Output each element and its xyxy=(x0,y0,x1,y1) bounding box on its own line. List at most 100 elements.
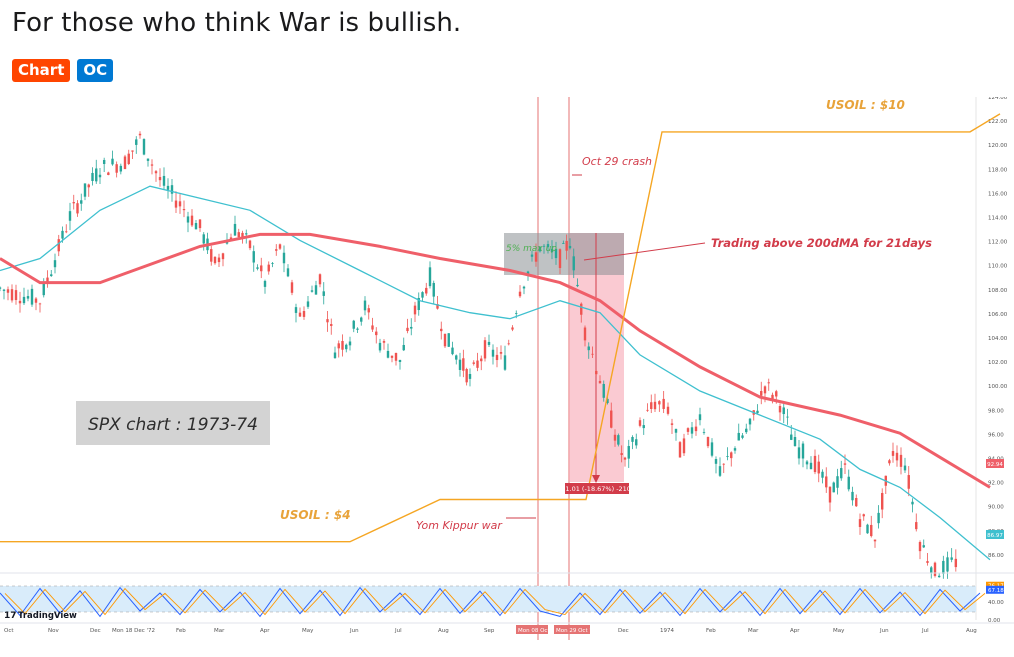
x-tick-label: Oct xyxy=(4,628,14,634)
candle-body xyxy=(710,442,714,456)
candle-body xyxy=(801,443,805,459)
osc-tick-label: 0.00 xyxy=(988,618,1001,624)
candle-body xyxy=(694,426,698,432)
candle-body xyxy=(178,201,182,207)
candle-body xyxy=(631,436,634,442)
x-tick-label: Mon 18 Dec '72 xyxy=(112,628,155,634)
candle-body xyxy=(233,223,237,236)
candle-body xyxy=(650,402,653,410)
x-tick-highlight xyxy=(554,625,590,634)
candle-body xyxy=(306,301,310,307)
candle-body xyxy=(10,289,14,301)
candle-body xyxy=(30,288,34,305)
x-tick-label: Jun xyxy=(879,628,889,634)
candle-body xyxy=(866,524,869,534)
flair-chart[interactable]: Chart xyxy=(12,59,71,82)
osc-value-tag xyxy=(986,585,1004,594)
usoil-high-label: USOIL : $10 xyxy=(826,98,905,112)
flair-oc[interactable]: OC xyxy=(77,59,114,82)
candle-body xyxy=(421,292,424,298)
candle-body xyxy=(302,311,306,317)
candle-body xyxy=(690,427,694,434)
y-tick-label: 116.00 xyxy=(988,191,1008,197)
candle-body xyxy=(726,456,729,457)
x-tick-label: Mon 29 Oct '73 xyxy=(556,628,598,634)
candle-body xyxy=(174,200,178,208)
candle-body xyxy=(451,347,454,355)
candle-body xyxy=(241,232,244,238)
y-tick-label: 110.00 xyxy=(988,264,1008,270)
y-tick-label: 92.00 xyxy=(988,481,1004,487)
candle-body xyxy=(46,277,49,282)
candle-body xyxy=(102,159,106,165)
candle-body xyxy=(378,342,382,351)
candle-body xyxy=(123,156,127,170)
x-tick-label: Apr xyxy=(790,628,800,634)
spx-chart: 124.00 122.00 120.00 118.00 116.00 114.00 112.… xyxy=(0,95,1014,642)
candle-body xyxy=(587,346,590,351)
candle-body xyxy=(363,300,367,311)
candle-body xyxy=(26,296,30,299)
candle-body xyxy=(455,355,458,360)
drop-measure-tag xyxy=(565,483,629,494)
x-tick-label: Dec xyxy=(90,628,101,634)
candle-body xyxy=(942,560,945,574)
candle-body xyxy=(836,476,839,488)
ma200-price-label: 92.94 xyxy=(987,462,1003,468)
x-tick-label: 1974 xyxy=(660,628,674,634)
candle-body xyxy=(38,303,42,305)
candle-body xyxy=(891,451,895,456)
candle-body xyxy=(503,355,507,370)
x-tick-label: Apr xyxy=(260,628,270,634)
candle-body xyxy=(480,358,483,362)
chart-image[interactable]: 124.00 122.00 120.00 118.00 116.00 114.00 112.… xyxy=(0,95,1014,642)
candle-body xyxy=(476,360,479,368)
candle-body xyxy=(741,435,744,438)
candle-body xyxy=(565,240,568,251)
candle-body xyxy=(98,174,102,178)
x-tick-highlight xyxy=(516,625,548,634)
candle-body xyxy=(194,222,198,230)
candle-body xyxy=(658,401,661,405)
candle-body xyxy=(213,256,217,264)
candle-body xyxy=(623,457,627,460)
candle-body xyxy=(558,249,562,269)
candle-body xyxy=(620,453,623,455)
y-tick-label: 90.00 xyxy=(988,505,1004,511)
candle-body xyxy=(499,352,503,354)
candle-body xyxy=(83,183,87,197)
candle-body xyxy=(310,290,314,292)
candle-body xyxy=(870,524,873,537)
candle-body xyxy=(330,324,333,326)
candle-body xyxy=(646,409,649,411)
candle-body xyxy=(50,274,53,277)
candle-body xyxy=(371,325,374,330)
candle-body xyxy=(447,333,450,347)
candle-body xyxy=(465,369,468,383)
candle-body xyxy=(127,153,130,165)
candle-body xyxy=(267,264,270,272)
candle-body xyxy=(61,230,64,239)
candle-body xyxy=(915,522,918,530)
x-axis-ticks: Oct Nov Dec Mon 18 Dec '72 Feb Mar Apr May Jun Ju… xyxy=(4,625,977,634)
candle-body xyxy=(263,280,267,287)
candle-body xyxy=(390,355,394,358)
candle-body xyxy=(576,284,579,287)
candle-body xyxy=(778,406,782,413)
tradingview-brand: TradingView xyxy=(18,611,77,621)
candle-body xyxy=(771,394,774,400)
candle-body xyxy=(256,267,259,269)
chart-title: SPX chart : 1973-74 xyxy=(88,415,258,435)
candle-body xyxy=(522,286,526,289)
osc-value-tag xyxy=(986,581,1004,590)
above-ma-label: Trading above 200dMA for 21days xyxy=(711,236,932,250)
candle-body xyxy=(458,359,462,370)
candle-body xyxy=(18,300,22,304)
candle-body xyxy=(0,287,2,289)
max-up-label: 5% max up xyxy=(506,244,557,254)
x-tick-label: May xyxy=(833,628,845,634)
candle-body xyxy=(745,428,748,433)
x-tick-label: Sep xyxy=(484,628,495,634)
candle-body xyxy=(440,328,443,332)
